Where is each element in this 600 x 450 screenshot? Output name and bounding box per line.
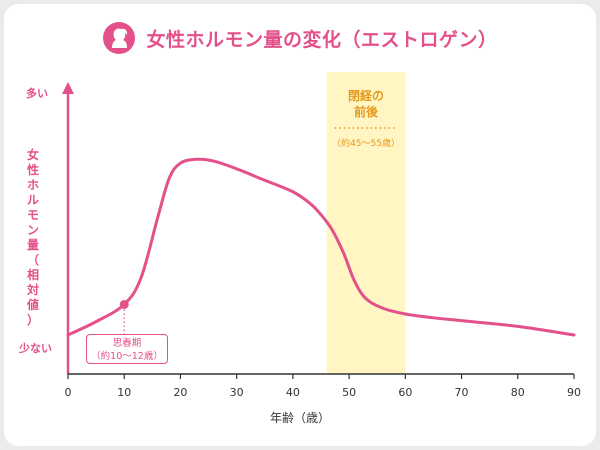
y-axis-arrow xyxy=(62,82,74,94)
x-axis-title: 年齢（歳） xyxy=(269,411,330,425)
plot-area xyxy=(62,72,576,379)
menopause-label: 閉経の 前後 xyxy=(328,88,404,120)
y-axis-title-char: （ xyxy=(26,253,39,267)
x-tick-label: 70 xyxy=(454,386,469,399)
woman-silhouette-icon xyxy=(103,22,136,54)
puberty-label: 思春期 xyxy=(112,338,142,349)
x-tick-label: 30 xyxy=(229,386,244,399)
puberty-point xyxy=(119,299,129,309)
menopause-age-range: （約45〜55歳） xyxy=(332,139,400,149)
title-row: 女性ホルモン量の変化（エストロゲン） xyxy=(4,18,596,58)
x-tick-label: 0 xyxy=(64,386,72,399)
y-axis-title-char: ン xyxy=(26,223,39,237)
y-axis-title-char: 量 xyxy=(26,238,39,252)
y-low-label: 少ない xyxy=(19,342,52,355)
chart-title: 女性ホルモン量の変化（エストロゲン） xyxy=(146,28,498,51)
y-axis-title-char: ） xyxy=(26,313,39,327)
y-axis-title-char: 女 xyxy=(26,148,39,162)
menopause-label-line1: 閉経の xyxy=(347,89,384,103)
x-tick-label: 40 xyxy=(285,386,300,399)
y-axis-title-char: 値 xyxy=(26,298,39,312)
x-tick-label: 90 xyxy=(567,386,581,399)
puberty-callout: 思春期 （約10〜12歳） xyxy=(86,334,168,364)
y-axis-title-char: ル xyxy=(26,193,39,207)
y-axis-title-char: 性 xyxy=(26,163,39,177)
y-axis-title-char: モ xyxy=(26,208,39,222)
y-axis-title-char: ホ xyxy=(26,178,39,192)
y-axis-title-char: 相 xyxy=(26,268,39,282)
y-axis-title-char: 対 xyxy=(26,283,39,297)
y-high-label: 多い xyxy=(26,87,48,100)
x-tick-label: 50 xyxy=(342,386,357,399)
estrogen-curve xyxy=(66,157,576,337)
y-axis-title: 女 性 ホ ル モ ン 量 （ 相 対 値 ） xyxy=(24,148,42,328)
x-tick-label: 10 xyxy=(117,386,132,399)
menopause-band xyxy=(326,72,406,374)
x-tick-label: 60 xyxy=(398,386,413,399)
x-tick-label: 80 xyxy=(510,386,525,399)
x-tick-label: 20 xyxy=(173,386,188,399)
chart-card: 女性ホルモン量の変化（エストロゲン） 多い 少ない 女 性 ホ ル モ ン 量 … xyxy=(4,4,596,446)
menopause-label-line2: 前後 xyxy=(353,105,378,119)
puberty-age-range: （約10〜12歳） xyxy=(91,351,163,362)
